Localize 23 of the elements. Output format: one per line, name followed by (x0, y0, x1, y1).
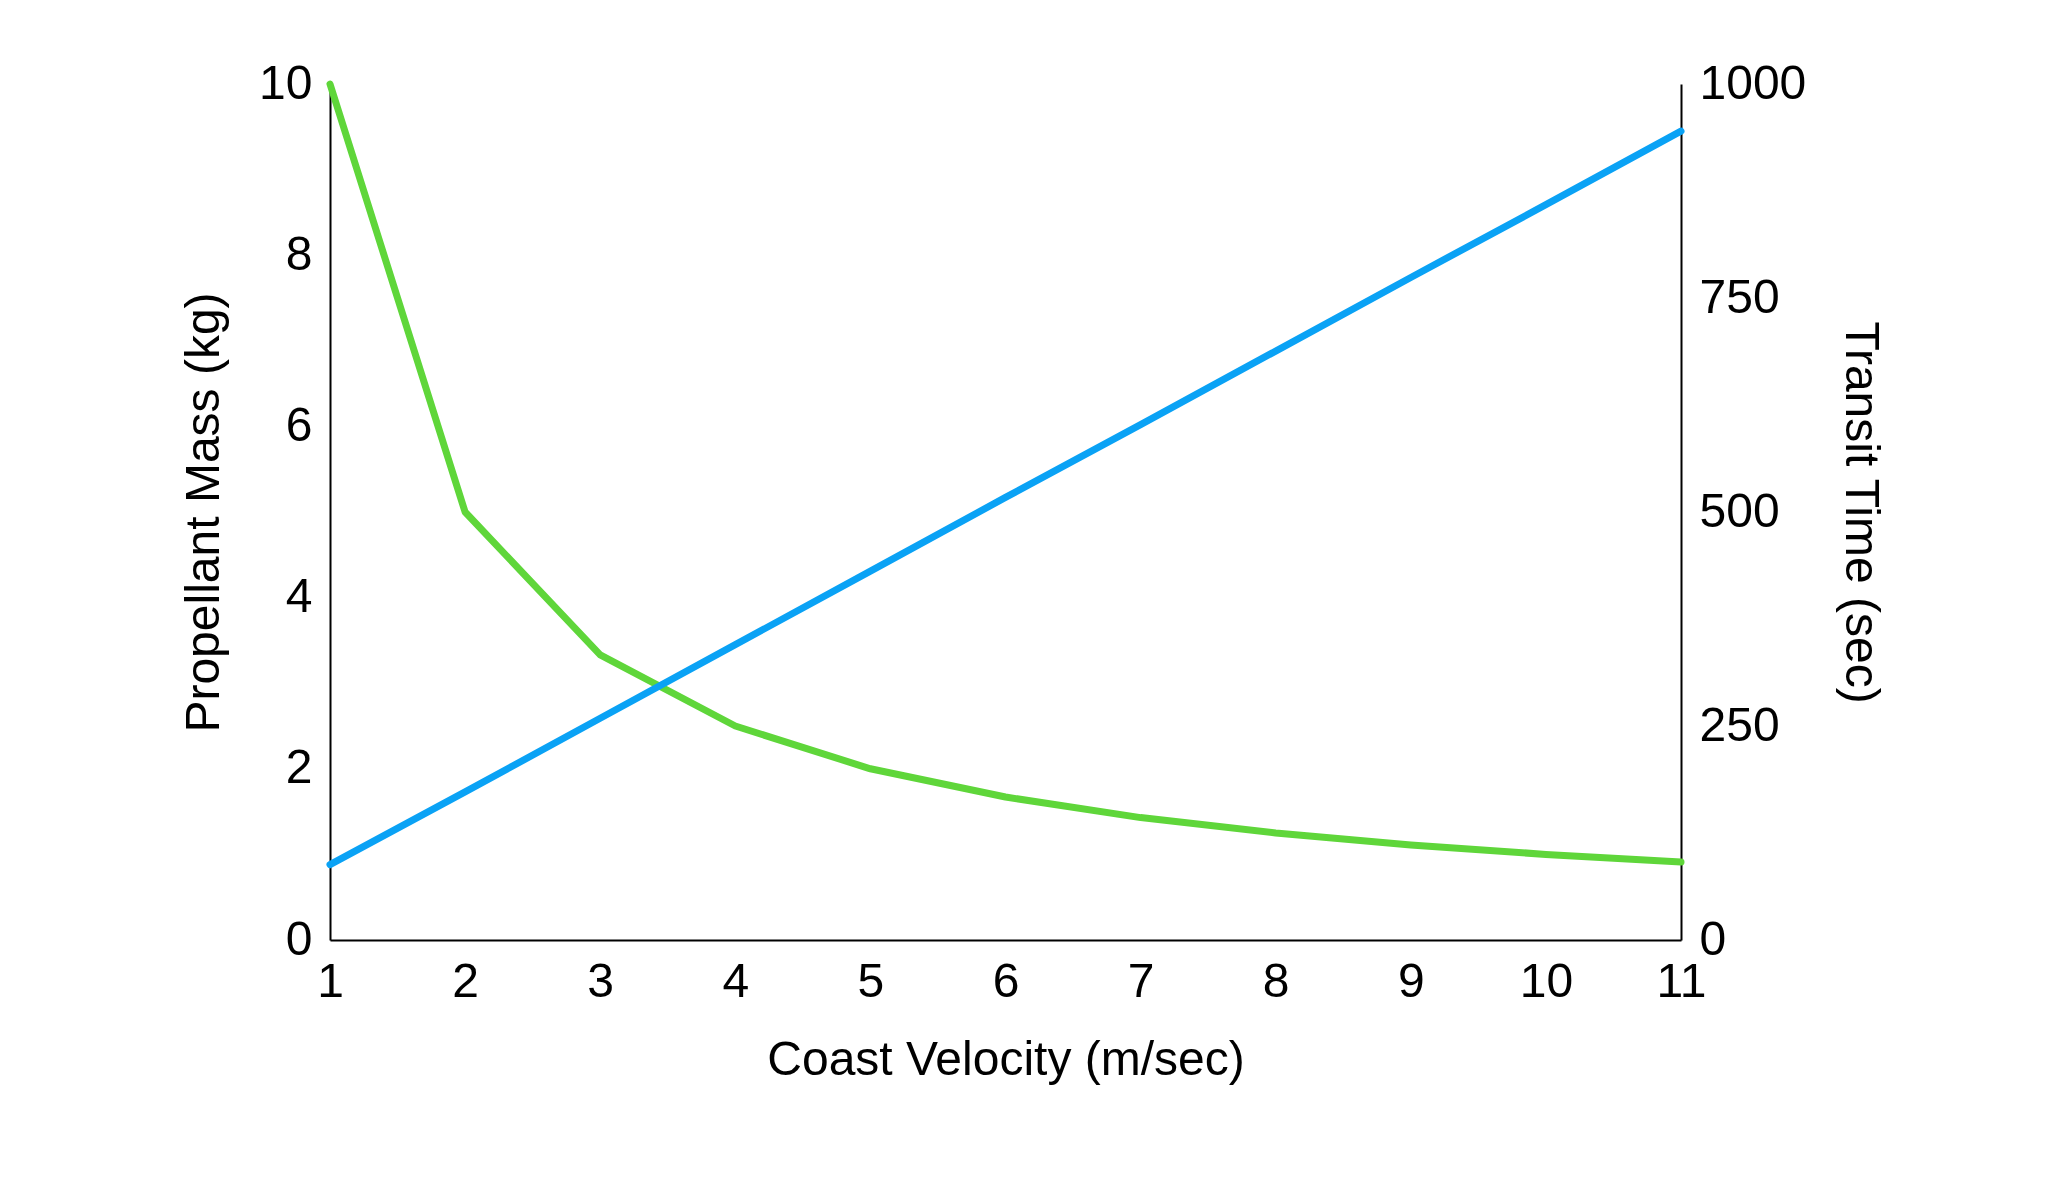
x-tick-label: 10 (1519, 953, 1574, 1007)
y-tick-label: 10 (259, 55, 313, 109)
y-axis-title: Propellant Mass (kg) (176, 292, 230, 733)
x-tick-label: 6 (992, 953, 1020, 1007)
y2-tick-label: 750 (1699, 269, 1780, 323)
y2-tick-label: 250 (1699, 697, 1780, 751)
y2-tick-label: 1000 (1699, 55, 1807, 109)
x-tick-label: 2 (452, 953, 479, 1007)
x-tick-label: 9 (1397, 953, 1425, 1007)
y-tick-label: 4 (285, 569, 313, 623)
y-tick-label: 2 (285, 740, 313, 794)
x-tick-label: 3 (587, 953, 615, 1007)
y2-axis-title: Transit Time (sec) (1836, 321, 1890, 704)
x-tick-label: 7 (1127, 953, 1155, 1007)
x-tick-label: 8 (1262, 953, 1290, 1007)
y-tick-label: 6 (285, 397, 313, 451)
y-tick-label: 8 (285, 226, 313, 280)
x-tick-label: 4 (722, 953, 750, 1007)
x-axis-title: Coast Velocity (m/sec) (767, 1031, 1245, 1085)
x-tick-label: 1 (317, 953, 344, 1007)
x-tick-label: 5 (857, 953, 885, 1007)
y2-tick-label: 500 (1699, 483, 1780, 537)
y-tick-label: 0 (285, 911, 313, 965)
